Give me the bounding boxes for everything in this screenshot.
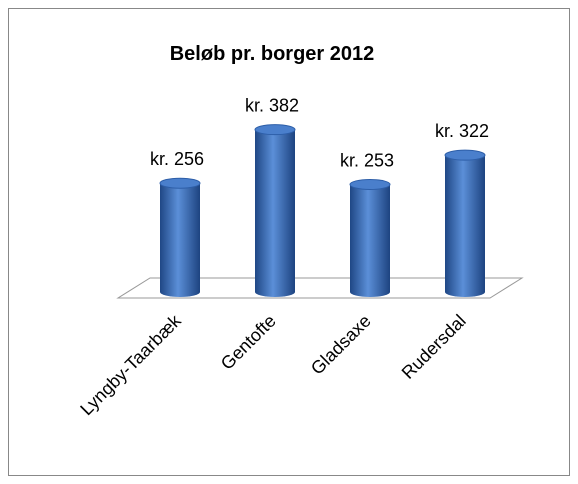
bar	[160, 183, 200, 292]
bar-top	[444, 149, 486, 161]
bar-base	[350, 287, 390, 297]
bar	[445, 155, 485, 292]
chart-title: Beløb pr. borger 2012	[170, 43, 375, 65]
bar-top	[349, 178, 391, 190]
floor	[116, 277, 524, 299]
bar-base	[160, 287, 200, 297]
data-label: kr. 322	[435, 121, 489, 141]
data-label: kr. 382	[245, 96, 299, 116]
data-label: kr. 256	[150, 149, 204, 169]
bar-base	[445, 287, 485, 297]
bar-top	[159, 177, 201, 189]
bar-base	[255, 287, 295, 297]
data-label: kr. 253	[340, 150, 394, 170]
bar-top	[254, 124, 296, 136]
bar	[350, 184, 390, 292]
bar	[255, 129, 295, 292]
